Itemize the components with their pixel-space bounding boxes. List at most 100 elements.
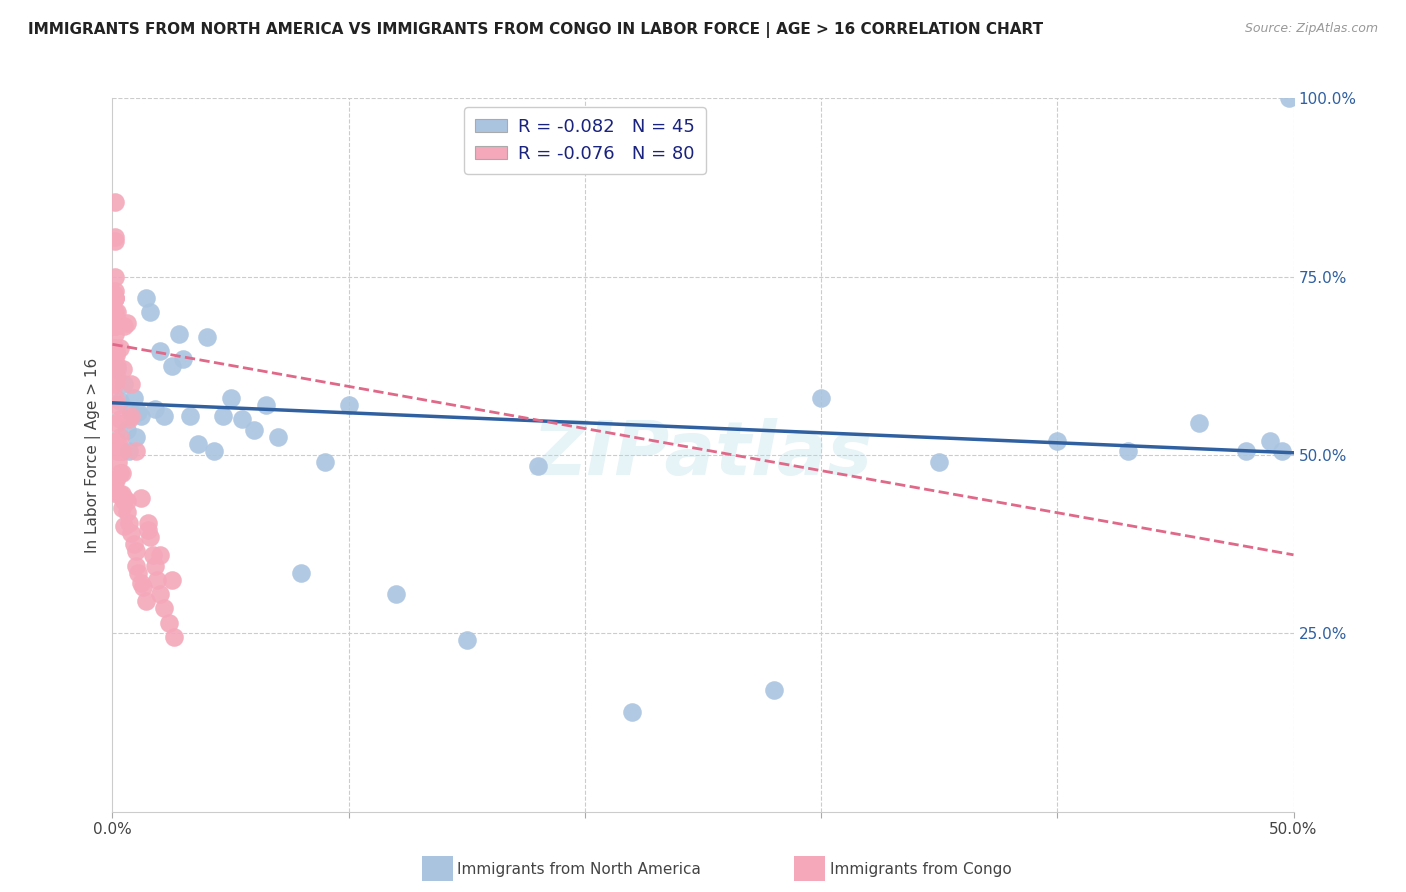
Point (1046, 434, 1069, 448)
Point (136, 523, 159, 537)
Point (153, 601, 176, 615)
Point (219, 391, 242, 405)
Point (111, 444, 134, 458)
Point (136, 516, 159, 530)
Point (111, 487, 134, 501)
Point (103, 287, 125, 301)
Point (104, 234, 127, 248)
Point (132, 580, 155, 594)
Point (456, 633, 478, 648)
Point (149, 548, 172, 562)
Point (120, 405, 142, 419)
Point (125, 558, 148, 573)
Point (111, 466, 134, 480)
Point (104, 291, 127, 305)
Point (254, 398, 277, 412)
Text: Immigrants from North America: Immigrants from North America (457, 863, 700, 877)
Point (1258, 434, 1281, 448)
Point (526, 458, 548, 473)
Point (105, 373, 128, 387)
Point (104, 369, 127, 384)
Point (337, 398, 360, 412)
Point (108, 412, 131, 426)
Point (104, 269, 127, 284)
Point (103, 319, 125, 334)
Point (104, 230, 127, 244)
Point (104, 305, 127, 319)
Point (129, 491, 152, 505)
Point (104, 473, 127, 487)
Point (135, 594, 157, 608)
Point (129, 409, 152, 423)
Point (810, 391, 832, 405)
Point (112, 491, 135, 505)
Point (125, 430, 148, 444)
Point (231, 412, 253, 426)
Point (157, 615, 180, 630)
Point (105, 305, 128, 319)
Point (108, 487, 131, 501)
Point (103, 291, 125, 305)
Point (122, 537, 145, 551)
Point (104, 391, 127, 405)
Point (105, 487, 128, 501)
Point (135, 291, 157, 305)
Point (104, 362, 127, 376)
Point (115, 316, 138, 330)
Point (104, 376, 127, 391)
Point (167, 326, 190, 341)
Point (928, 455, 950, 469)
Point (1188, 416, 1211, 430)
Point (142, 548, 165, 562)
Point (267, 430, 290, 444)
Point (120, 376, 142, 391)
Point (143, 558, 166, 573)
Point (143, 401, 166, 416)
Point (163, 630, 186, 644)
Legend: R = -0.082   N = 45, R = -0.076   N = 80: R = -0.082 N = 45, R = -0.076 N = 80 (464, 107, 706, 174)
Point (104, 291, 127, 305)
Point (105, 348, 128, 362)
Point (290, 566, 312, 580)
Text: Source: ZipAtlas.com: Source: ZipAtlas.com (1244, 22, 1378, 36)
Point (112, 362, 135, 376)
Point (104, 344, 127, 359)
Point (104, 319, 127, 334)
Point (118, 412, 141, 426)
Y-axis label: In Labor Force | Age > 16: In Labor Force | Age > 16 (86, 358, 101, 552)
Point (120, 526, 142, 541)
Point (153, 409, 176, 423)
Point (107, 455, 129, 469)
Point (104, 291, 127, 305)
Point (110, 444, 132, 458)
Point (118, 516, 141, 530)
Point (108, 341, 131, 355)
Point (105, 444, 128, 458)
Point (115, 505, 138, 519)
Point (103, 341, 125, 355)
Point (129, 576, 152, 591)
Point (212, 409, 235, 423)
Point (1234, 444, 1257, 458)
Point (104, 194, 127, 209)
Point (127, 566, 149, 580)
Point (314, 455, 336, 469)
Point (104, 355, 127, 369)
Point (104, 326, 127, 341)
Point (127, 405, 149, 419)
Point (202, 444, 225, 458)
Point (621, 705, 644, 719)
Point (186, 437, 208, 451)
Point (125, 444, 148, 458)
Point (1271, 444, 1294, 458)
Point (115, 494, 138, 508)
Point (139, 530, 162, 544)
Point (105, 398, 128, 412)
Point (762, 683, 785, 698)
Point (120, 409, 142, 423)
Text: ZIPatlas: ZIPatlas (533, 418, 873, 491)
Point (149, 587, 172, 601)
Point (112, 494, 135, 508)
Point (149, 344, 172, 359)
Point (105, 473, 128, 487)
